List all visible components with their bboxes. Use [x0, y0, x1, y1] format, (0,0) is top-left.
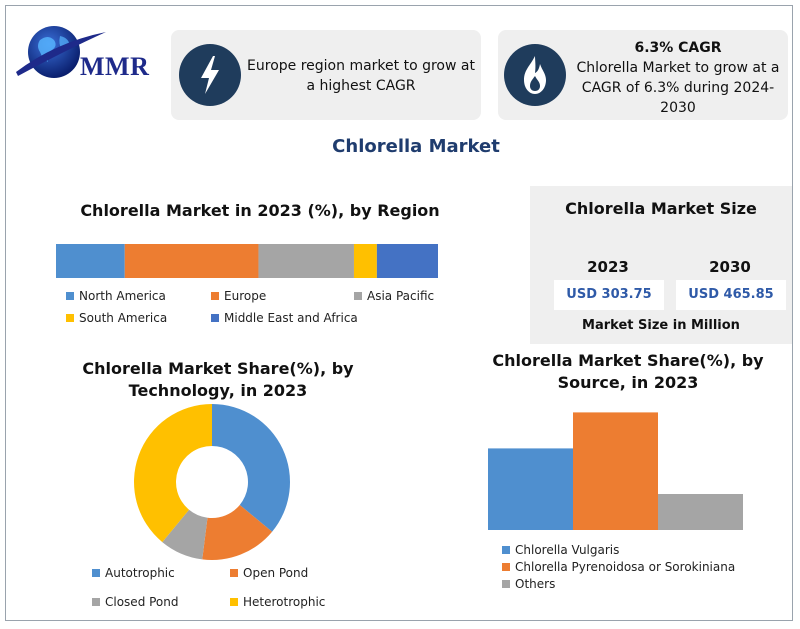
- legend-swatch: [502, 563, 510, 571]
- europe-cagr-line1: Europe region market to grow at: [247, 58, 475, 74]
- legend-label: Others: [515, 577, 556, 591]
- legend-closed-pond: Closed Pond: [92, 595, 179, 609]
- legend-north-america: North America: [66, 289, 166, 303]
- donut-slice-heterotrophic: [134, 404, 212, 543]
- legend-chlorella-vulgaris: Chlorella Vulgaris: [502, 543, 619, 557]
- legend-swatch: [502, 580, 510, 588]
- source-title-line2: Source, in 2023: [557, 373, 699, 392]
- cagr-line2: CAGR of 6.3% during 2024-2030: [581, 80, 775, 116]
- value-2030: USD 465.85: [676, 280, 786, 310]
- legend-others: Others: [502, 577, 555, 591]
- legend-label: Chlorella Vulgaris: [515, 543, 620, 557]
- legend-europe: Europe: [211, 289, 266, 303]
- legend-swatch: [230, 569, 238, 577]
- region-segment-middle-east-and-africa: [376, 244, 438, 278]
- legend-label: Autotrophic: [105, 566, 175, 580]
- region-segment-asia-pacific: [258, 244, 354, 278]
- legend-swatch: [354, 292, 362, 300]
- legend-swatch: [66, 292, 74, 300]
- legend-label: Chlorella Pyrenoidosa or Sorokiniana: [515, 560, 736, 574]
- source-bar-chart: [488, 412, 743, 530]
- legend-label: Asia Pacific: [367, 289, 435, 303]
- mmr-logo: [14, 22, 164, 86]
- technology-donut-chart: [134, 404, 290, 560]
- source-bar-chlorella-pyrenoidosa: [573, 412, 658, 530]
- legend-swatch: [66, 314, 74, 322]
- legend-autotrophic: Autotrophic: [92, 566, 175, 580]
- brand-logo-text: MMR: [80, 52, 150, 81]
- source-title-line1: Chlorella Market Share(%), by: [492, 351, 764, 370]
- legend-south-america: South America: [66, 311, 167, 325]
- infographic-frame: [5, 5, 793, 621]
- legend-swatch: [92, 598, 100, 606]
- region-stacked-bar: [56, 244, 438, 278]
- page-title: Chlorella Market: [332, 136, 500, 157]
- legend-label: Open Pond: [243, 566, 309, 580]
- legend-label: Heterotrophic: [243, 595, 326, 609]
- europe-cagr-line2: a highest CAGR: [306, 78, 416, 94]
- legend-swatch: [211, 314, 219, 322]
- technology-chart-title: Chlorella Market Share(%), by Technology…: [60, 358, 376, 402]
- cagr-text: 6.3% CAGR Chlorella Market to grow at a …: [570, 38, 786, 118]
- europe-cagr-text: Europe region market to grow at a highes…: [245, 56, 477, 96]
- legend-swatch: [502, 546, 510, 554]
- year-2023: 2023: [587, 258, 629, 276]
- legend-label: South America: [79, 311, 168, 325]
- cagr-line1: Chlorella Market to grow at a: [576, 60, 780, 76]
- legend-asia-pacific: Asia Pacific: [354, 289, 434, 303]
- market-size-title: Chlorella Market Size: [565, 199, 757, 218]
- legend-swatch: [230, 598, 238, 606]
- legend-open-pond: Open Pond: [230, 566, 308, 580]
- value-2023: USD 303.75: [554, 280, 664, 310]
- donut-slice-autotrophic: [212, 404, 290, 532]
- lightning-icon: [179, 44, 241, 106]
- globe-logo-icon: [16, 26, 106, 78]
- market-size-panel: Chlorella Market Size 2023 2030 USD 303.…: [530, 186, 792, 344]
- legend-middle-east-africa: Middle East and Africa: [211, 311, 358, 325]
- cagr-card: 6.3% CAGR Chlorella Market to grow at a …: [498, 30, 788, 120]
- legend-heterotrophic: Heterotrophic: [230, 595, 325, 609]
- source-bar-chlorella-vulgaris: [488, 448, 573, 530]
- source-chart-title: Chlorella Market Share(%), by Source, in…: [470, 350, 786, 394]
- legend-label: Middle East and Africa: [224, 311, 358, 325]
- donut-slice-closed-pond: [162, 509, 208, 560]
- legend-swatch: [92, 569, 100, 577]
- legend-swatch: [211, 292, 219, 300]
- cagr-heading: 6.3% CAGR: [634, 40, 722, 56]
- donut-slice-open-pond: [202, 504, 273, 560]
- region-segment-europe: [124, 244, 259, 278]
- technology-title-line1: Chlorella Market Share(%), by: [82, 359, 354, 378]
- legend-label: Closed Pond: [105, 595, 179, 609]
- region-chart-title: Chlorella Market in 2023 (%), by Region: [80, 201, 440, 220]
- legend-label: Europe: [224, 289, 267, 303]
- market-size-footer: Market Size in Million: [582, 318, 740, 333]
- europe-cagr-card: Europe region market to grow at a highes…: [171, 30, 481, 120]
- legend-chlorella-pyrenoidosa: Chlorella Pyrenoidosa or Sorokiniana: [502, 560, 735, 574]
- source-bar-others: [658, 494, 743, 530]
- year-2030: 2030: [709, 258, 751, 276]
- legend-label: North America: [79, 289, 166, 303]
- region-segment-north-america: [56, 244, 125, 278]
- region-segment-south-america: [353, 244, 377, 278]
- technology-title-line2: Technology, in 2023: [128, 381, 308, 400]
- flame-icon: [504, 44, 566, 106]
